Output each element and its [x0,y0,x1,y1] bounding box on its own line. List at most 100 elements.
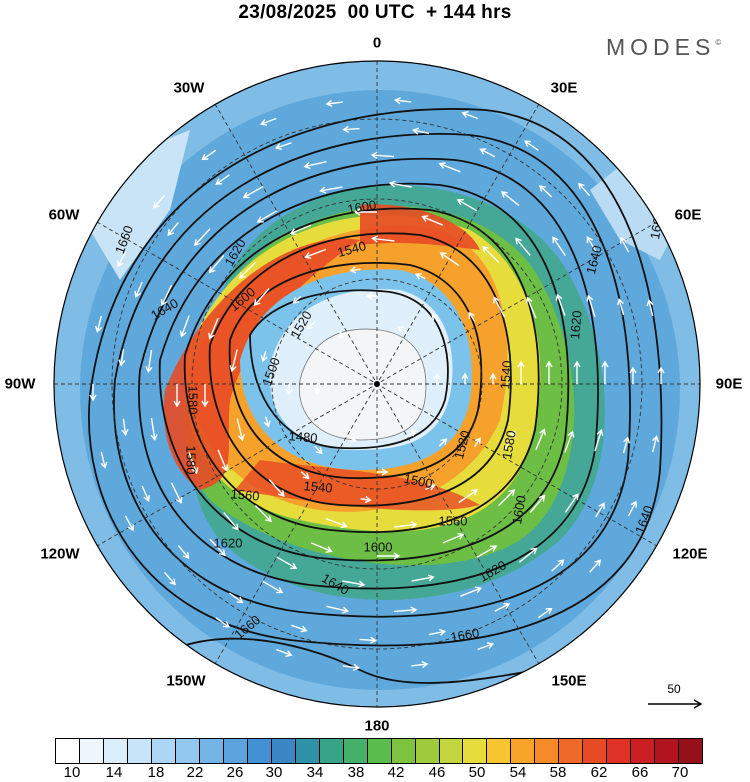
wind-vector [313,384,321,396]
wind-vector [456,199,478,212]
colorbar-cell [559,739,584,763]
reference-vector-label: 50 [667,682,681,696]
contour-label: 1540 [303,478,333,495]
wind-vector [118,349,126,367]
wind-vector [412,127,430,135]
wind-vector [518,547,538,563]
wind-vector [439,252,460,267]
wind-vector [260,351,268,363]
wind-vector [539,185,553,198]
chart-title: 23/08/2025 00 UTC + 144 hrs [238,2,512,23]
contour-label: 1580 [499,429,519,460]
wind-vector [337,331,348,338]
wind-vector [406,430,417,437]
wind-vector [215,174,230,185]
map-outline [53,60,701,708]
contour-label: 1540 [336,238,368,260]
wind-vector [578,182,591,197]
wind-vector [319,186,343,194]
colorbar-cell [319,739,344,763]
wind-vector [651,435,659,453]
wind-vector [117,251,127,268]
contour-label: 1660 [449,625,480,645]
wind-vector [359,636,377,644]
wind-vector [306,321,316,330]
colorbar-cell [655,739,680,763]
colorbar-cell [151,739,176,763]
wind-vector [260,117,277,126]
wind-vector [601,360,609,384]
contour-label: 1540 [497,360,514,390]
wind-vector [152,195,165,209]
wind-vector [517,360,525,384]
wind-vector [482,245,500,263]
wind-vector [589,559,602,573]
wind-vector [208,317,219,340]
colorbar-tick: 10 [63,764,81,781]
wind-vector [170,482,183,504]
wind-vector [646,299,654,317]
wind-vector [342,125,360,133]
contour-label: 1600 [364,539,393,554]
wind-vector [289,224,312,236]
wind-jet-core-north [360,204,480,250]
wind-vector [150,417,158,442]
colorbar-cell [607,739,632,763]
wind-vector [346,435,357,442]
wind-vector [236,418,245,442]
reference-vector-arrow [648,699,703,709]
wind-vector [349,266,361,274]
contour-label: 1600 [346,197,377,217]
lon-label-30e: 30E [550,79,578,97]
colorbar-cell [343,739,368,763]
contour-label: 1500 [403,471,434,492]
wind-vector [253,288,270,307]
wind-vectors [89,97,665,671]
colorbar-tick: 34 [306,764,324,781]
contour-label: 1600 [509,494,529,525]
wind-vector [617,298,625,316]
wind-vector [167,221,179,236]
colorbar-cell [391,739,416,763]
colorbar-tick: 30 [265,764,283,781]
height-contours [88,108,663,691]
colorbar-tick: 38 [347,764,365,781]
wind-vector [223,512,239,531]
colorbar-cell [223,739,248,763]
lon-label-180: 180 [364,717,390,735]
colorbar-cell [583,739,608,763]
contour-label: 1640 [583,244,605,276]
colorbar-tick: 42 [387,764,405,781]
wind-vector [365,292,377,300]
wind-vector [393,97,412,105]
wind-vector [474,437,481,448]
wind-vector [254,505,272,523]
wind-vector [622,436,631,454]
wind-vector [134,281,143,298]
contour-label: 1580 [186,386,201,415]
wind-vector [263,416,271,428]
wind-vector [377,468,389,476]
colorbar-tick: 46 [428,764,446,781]
lon-label-60e: 60E [674,206,702,224]
wind-vector [292,295,302,304]
wind-vector [498,489,516,507]
wind-vector [479,148,496,158]
wind-vector [353,208,377,216]
lon-label-150e: 150E [551,672,587,690]
wind-jet-core-west [163,238,360,490]
contour-label: 1620 [567,310,584,340]
colorbar-cell [535,739,560,763]
colorbar-tick: 22 [186,764,204,781]
wind-vector [433,372,441,384]
wind-vector [438,162,461,173]
wind-vector [228,592,244,604]
lon-label-150w: 150W [166,672,206,690]
wind-vector [314,445,323,455]
wind-vector [537,607,553,619]
wind-vector [551,559,565,572]
colorbar-tick: 66 [631,764,649,781]
wind-vector [285,384,293,396]
lon-label-60w: 60W [48,206,80,224]
colorbar-tick: 58 [549,764,567,781]
